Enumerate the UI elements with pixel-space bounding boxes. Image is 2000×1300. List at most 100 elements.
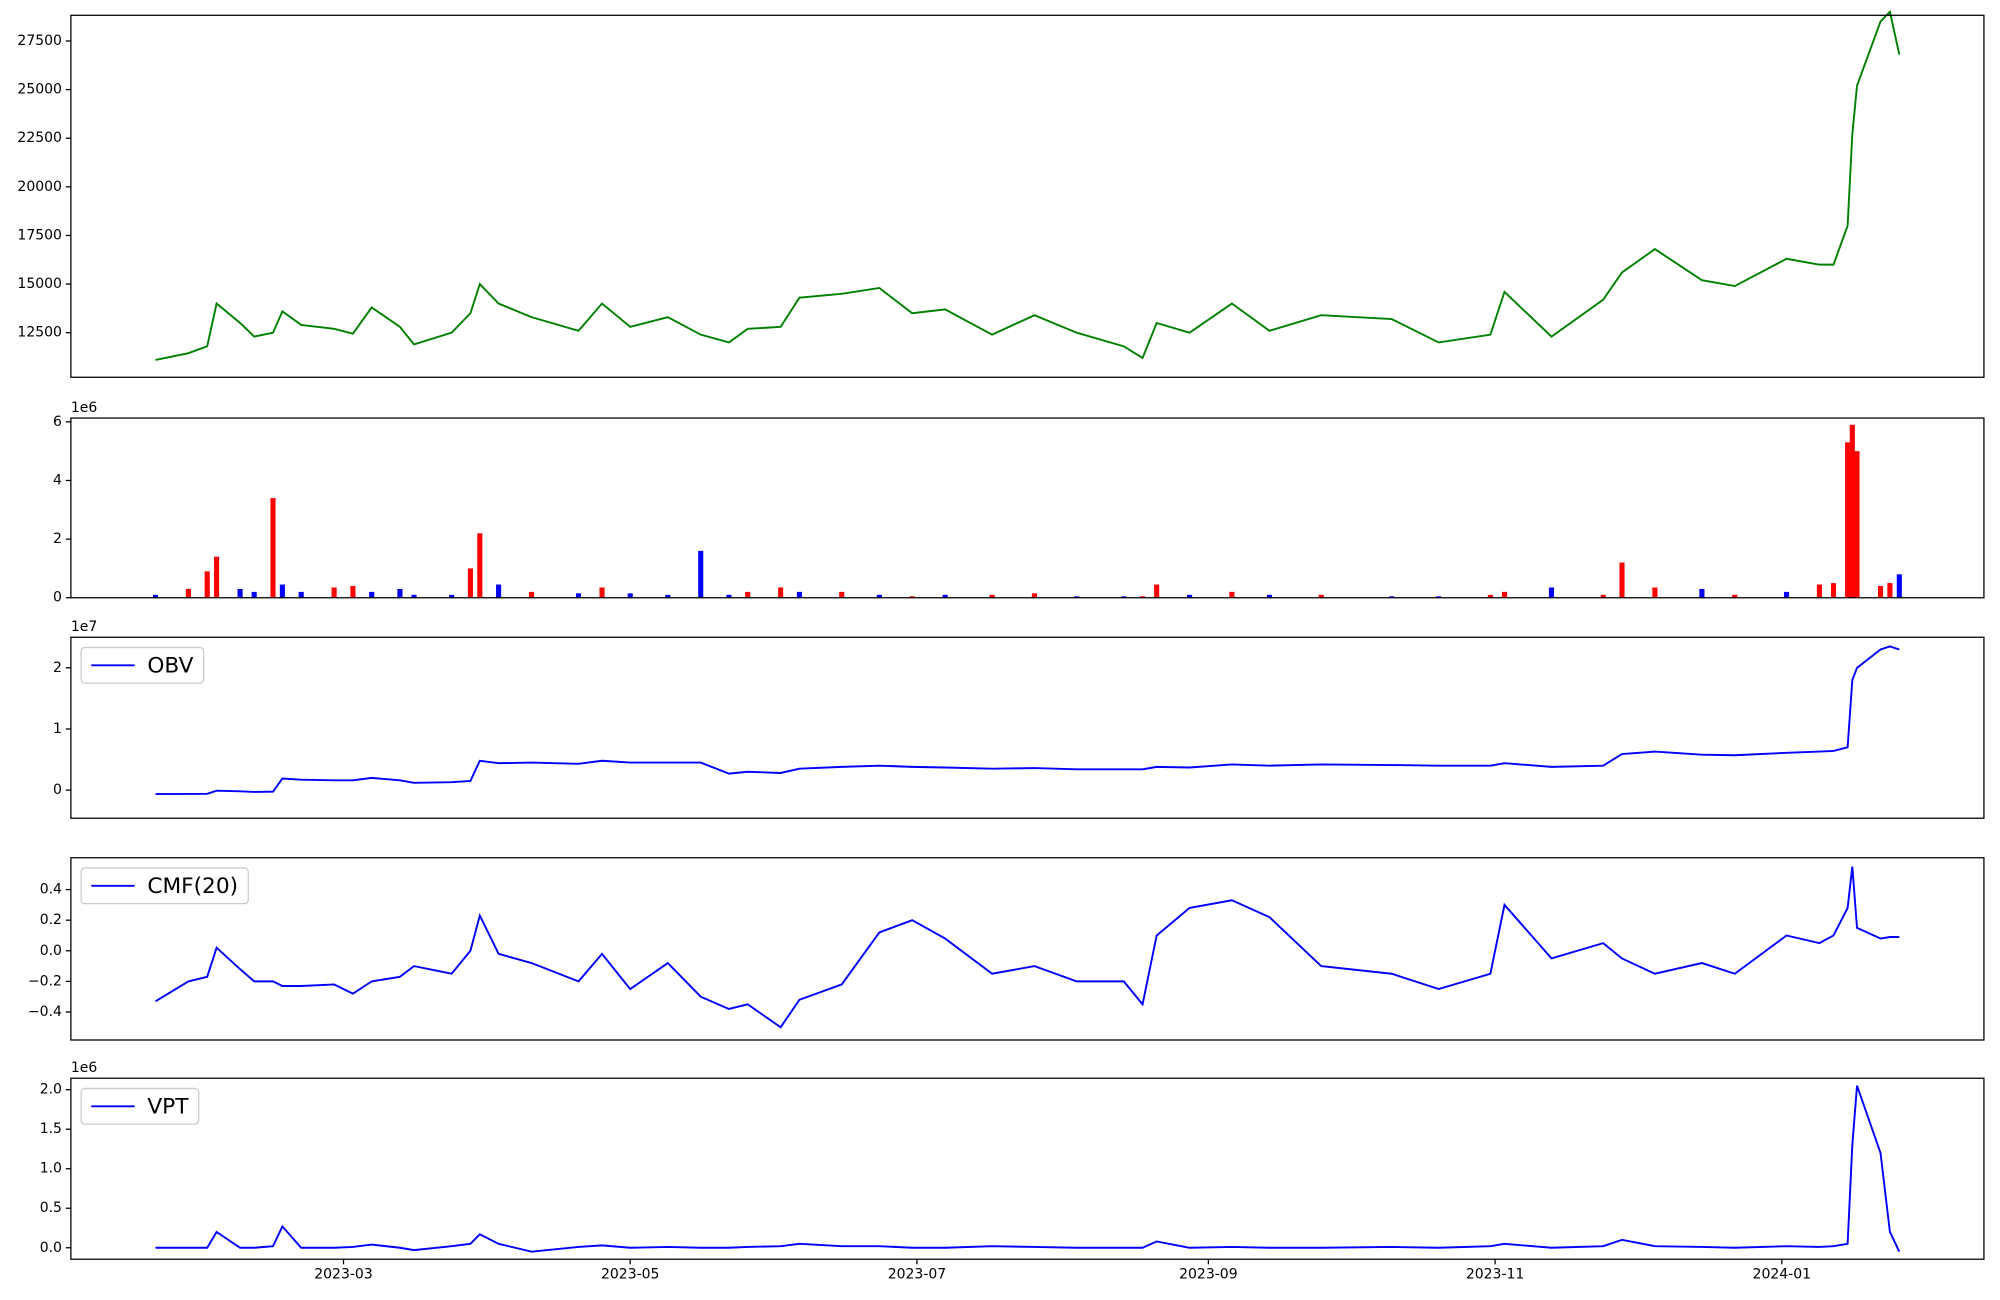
bar bbox=[1436, 596, 1442, 598]
y-tick-label: 17500 bbox=[17, 227, 62, 243]
axes-frame bbox=[70, 417, 1985, 599]
bar bbox=[1896, 574, 1902, 598]
bar bbox=[237, 588, 243, 598]
bar bbox=[1732, 594, 1738, 598]
offset-label: 1e6 bbox=[71, 1060, 98, 1076]
y-tick-label: 20000 bbox=[17, 179, 62, 195]
bar bbox=[796, 591, 802, 598]
line bbox=[155, 1085, 1901, 1253]
x-tick-label: 2023-09 bbox=[1179, 1267, 1238, 1283]
bar bbox=[989, 594, 995, 598]
bar bbox=[185, 588, 191, 598]
bar bbox=[350, 586, 356, 598]
y-tick-label: 2 bbox=[53, 531, 62, 547]
axes-frame bbox=[70, 636, 1985, 819]
bar bbox=[270, 498, 276, 598]
bar bbox=[528, 591, 535, 598]
y-tick-label: 2.0 bbox=[40, 1082, 62, 1098]
bar bbox=[1887, 583, 1893, 598]
bar bbox=[1849, 424, 1855, 598]
y-tick-label: −0.4 bbox=[28, 1004, 62, 1020]
bar bbox=[331, 587, 337, 598]
bar bbox=[279, 584, 285, 598]
bar bbox=[745, 591, 751, 598]
bar bbox=[369, 591, 375, 598]
bar bbox=[1154, 584, 1160, 598]
bar bbox=[726, 594, 732, 598]
bar bbox=[1031, 593, 1038, 598]
bar bbox=[698, 550, 704, 598]
x-tick-label: 2023-03 bbox=[314, 1267, 373, 1283]
y-tick-label: 0 bbox=[53, 782, 62, 798]
offset-label: 1e6 bbox=[71, 400, 98, 416]
bar bbox=[575, 593, 582, 598]
bar bbox=[1501, 591, 1508, 598]
bar bbox=[942, 594, 948, 598]
line bbox=[155, 9, 1901, 361]
legend-box bbox=[80, 867, 249, 905]
bar bbox=[876, 594, 882, 598]
bar bbox=[1229, 591, 1235, 598]
bar bbox=[1487, 594, 1493, 598]
y-tick-label: 1 bbox=[53, 721, 62, 737]
line bbox=[155, 645, 1900, 796]
y-tick-label: 1.5 bbox=[40, 1121, 62, 1137]
bar bbox=[152, 594, 159, 598]
y-tick-label: 1.0 bbox=[40, 1161, 62, 1177]
y-tick-label: 0.5 bbox=[40, 1200, 62, 1216]
bar bbox=[1652, 587, 1658, 598]
bar bbox=[839, 591, 845, 598]
bar bbox=[298, 591, 304, 598]
bar bbox=[467, 568, 473, 598]
bar bbox=[449, 594, 455, 598]
y-tick-label: 2 bbox=[53, 660, 62, 676]
bar bbox=[1845, 442, 1851, 598]
bar bbox=[1816, 584, 1822, 598]
x-tick-label: 2023-11 bbox=[1466, 1267, 1525, 1283]
bar bbox=[1187, 594, 1193, 598]
bar bbox=[1830, 583, 1837, 598]
bar bbox=[204, 571, 210, 598]
y-tick-label: 6 bbox=[53, 414, 62, 430]
bar bbox=[1877, 586, 1884, 598]
bar bbox=[1389, 596, 1395, 598]
bar bbox=[627, 593, 633, 598]
bar bbox=[411, 594, 417, 598]
bar bbox=[1854, 451, 1860, 598]
bar bbox=[599, 587, 605, 598]
y-tick-label: 0 bbox=[53, 590, 62, 606]
legend-label: VPT bbox=[147, 1095, 189, 1120]
y-tick-label: 0.4 bbox=[40, 882, 62, 898]
y-tick-label: 25000 bbox=[17, 82, 62, 98]
bar bbox=[1619, 562, 1625, 598]
y-tick-label: 15000 bbox=[17, 276, 62, 292]
bar bbox=[778, 587, 784, 598]
y-tick-label: −0.2 bbox=[28, 973, 62, 989]
y-tick-label: 0.0 bbox=[40, 943, 62, 959]
bar bbox=[214, 556, 220, 598]
line bbox=[154, 866, 1900, 1029]
bar bbox=[1318, 594, 1324, 598]
legend-box bbox=[80, 646, 205, 684]
axes-frame bbox=[70, 857, 1985, 1041]
bar bbox=[1121, 596, 1127, 598]
y-tick-label: 0.0 bbox=[40, 1240, 62, 1256]
y-tick-label: 12500 bbox=[17, 325, 62, 341]
x-tick-label: 2023-05 bbox=[601, 1267, 660, 1283]
bar bbox=[1140, 596, 1146, 598]
x-tick-label: 2024-01 bbox=[1753, 1267, 1812, 1283]
bar bbox=[496, 584, 502, 598]
bar bbox=[665, 594, 671, 598]
bar bbox=[1783, 591, 1790, 598]
legend-label: OBV bbox=[147, 654, 193, 679]
bar bbox=[397, 588, 403, 598]
x-tick-label: 2023-07 bbox=[888, 1267, 947, 1283]
bar bbox=[251, 591, 257, 598]
y-tick-label: 0.2 bbox=[40, 912, 62, 928]
y-tick-label: 4 bbox=[53, 472, 62, 488]
y-tick-label: 22500 bbox=[17, 130, 62, 146]
y-tick-label: 27500 bbox=[17, 33, 62, 49]
bar bbox=[1548, 587, 1555, 598]
